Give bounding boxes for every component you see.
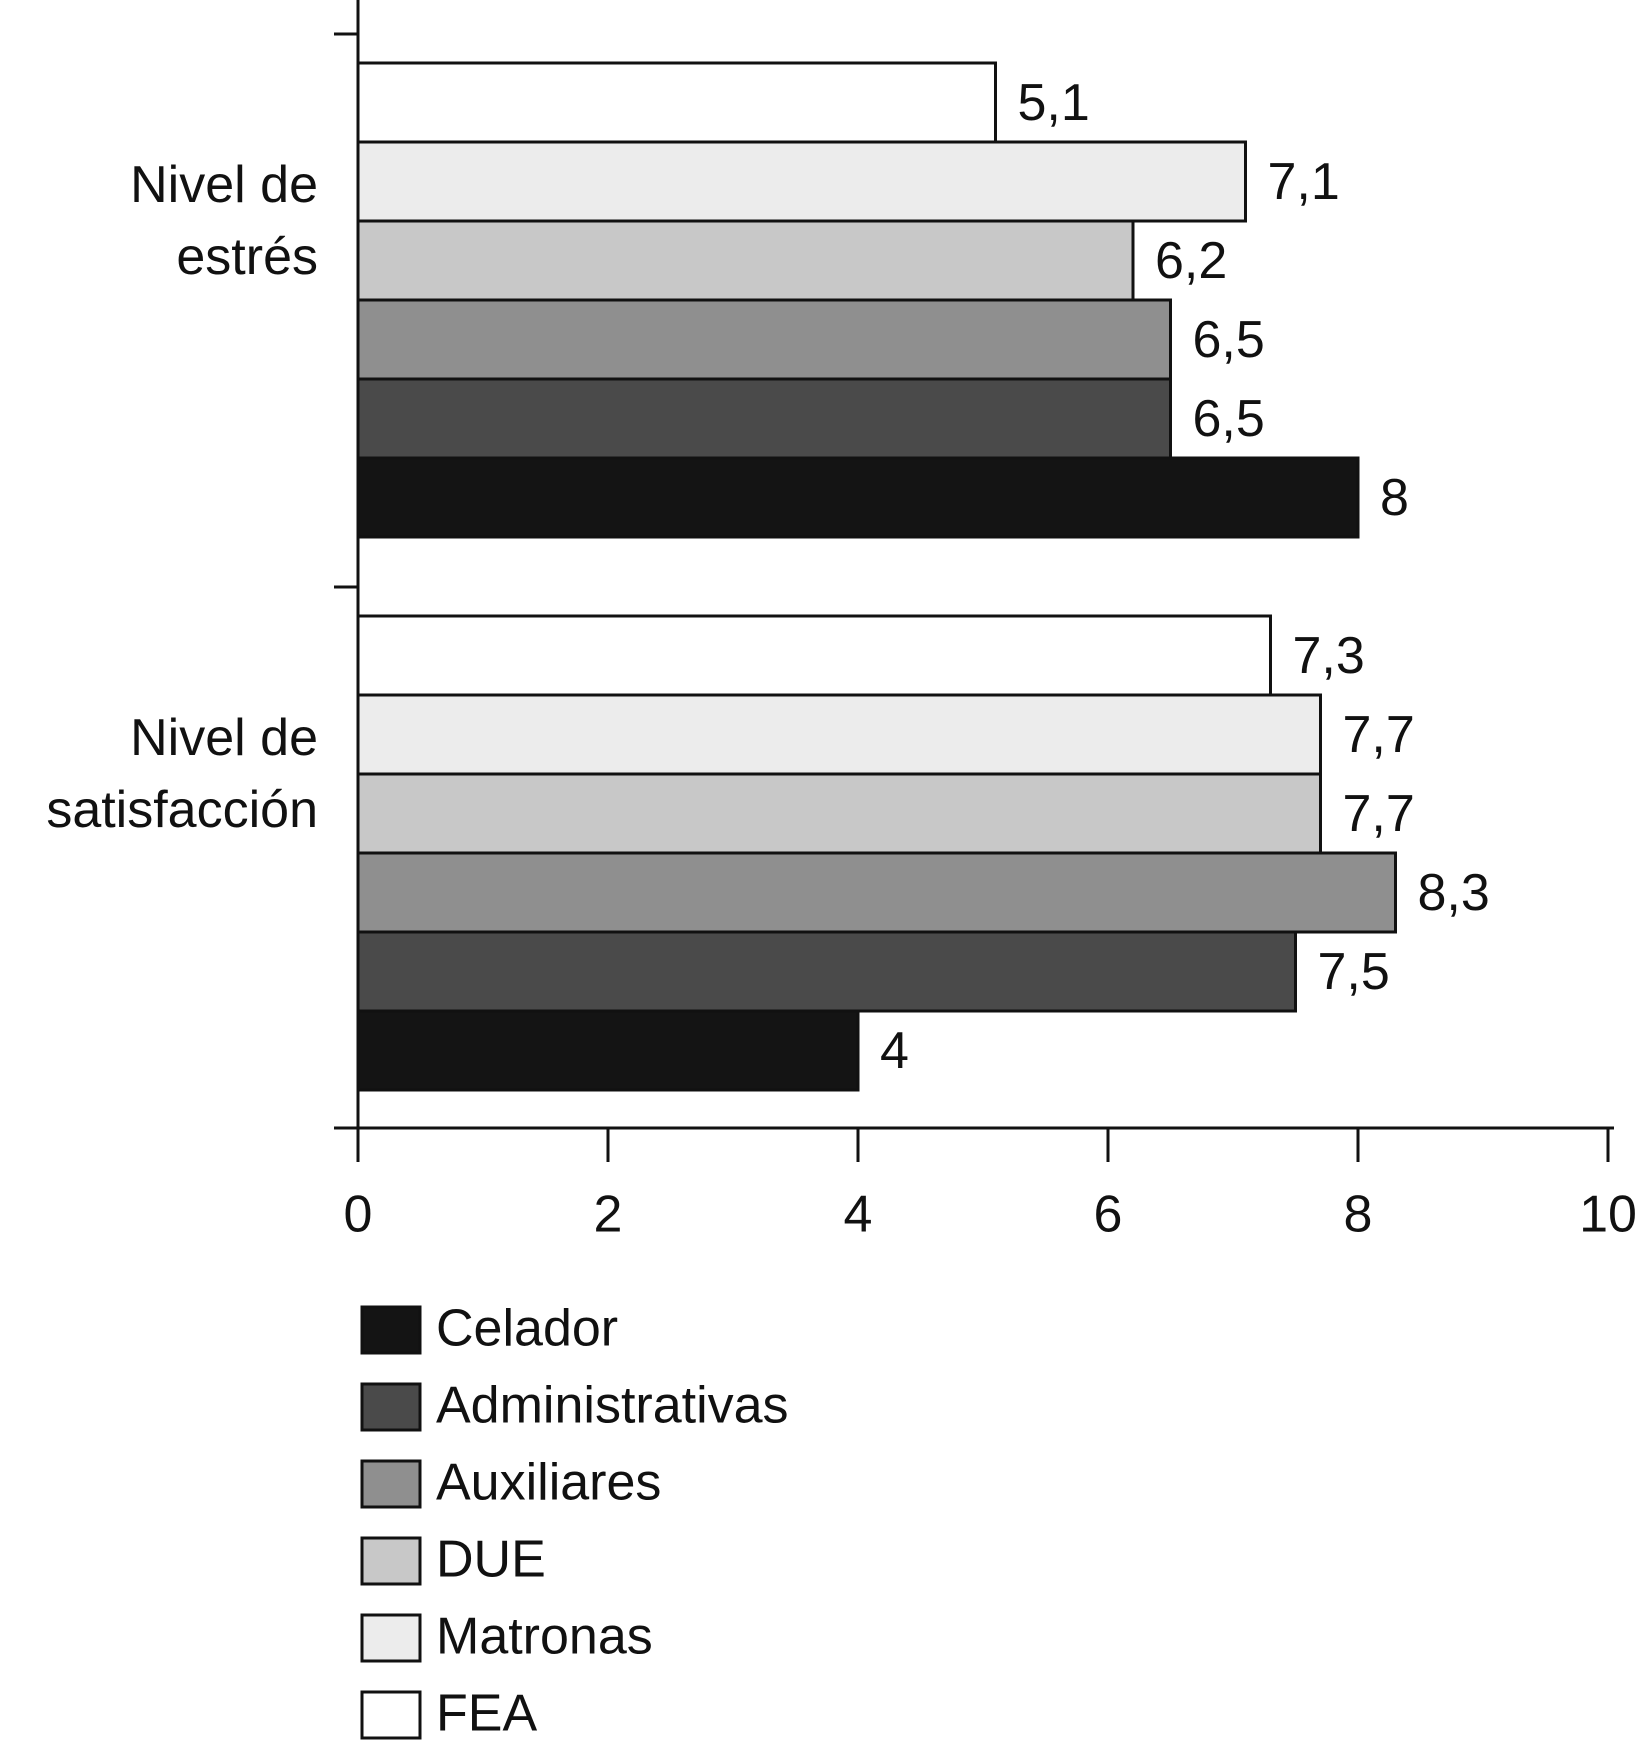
x-tick-label: 0 — [344, 1186, 373, 1244]
value-label: 8,3 — [1418, 864, 1490, 922]
value-label: 4 — [880, 1022, 909, 1080]
legend-label: Auxiliares — [436, 1454, 661, 1512]
legend-swatch — [360, 1305, 422, 1355]
legend-label: FEA — [436, 1685, 537, 1742]
value-label: 7,3 — [1293, 627, 1365, 685]
value-label: 5,1 — [1018, 74, 1090, 132]
x-tick-label: 6 — [1094, 1186, 1123, 1244]
legend-swatch — [360, 1690, 422, 1740]
bar — [356, 930, 1297, 1013]
value-label: 8 — [1380, 469, 1409, 527]
x-tick-label: 10 — [1579, 1186, 1637, 1244]
legend-label: DUE — [436, 1531, 546, 1589]
bar — [356, 219, 1135, 302]
category-label: Nivel de estrés — [130, 156, 318, 286]
bar — [356, 140, 1247, 223]
bar — [356, 61, 997, 144]
bar — [356, 851, 1397, 934]
x-tick-label: 8 — [1344, 1186, 1373, 1244]
bar — [356, 456, 1360, 539]
value-label: 6,5 — [1193, 390, 1265, 448]
legend-swatch — [360, 1459, 422, 1509]
value-label: 7,7 — [1343, 706, 1415, 764]
legend-swatch — [360, 1382, 422, 1432]
legend-swatch — [360, 1613, 422, 1663]
legend-label: Celador — [436, 1300, 618, 1358]
bar — [356, 298, 1172, 381]
bar — [356, 772, 1322, 855]
bar — [356, 614, 1272, 697]
bar — [356, 693, 1322, 776]
legend-swatch — [360, 1536, 422, 1586]
legend-label: Matronas — [436, 1608, 653, 1666]
value-label: 7,1 — [1268, 153, 1340, 211]
x-tick-label: 4 — [844, 1186, 873, 1244]
value-label: 7,7 — [1343, 785, 1415, 843]
category-label: Nivel de satisfacción — [46, 709, 318, 839]
value-label: 6,5 — [1193, 311, 1265, 369]
bar — [356, 377, 1172, 460]
bar — [356, 1009, 860, 1092]
value-label: 7,5 — [1318, 943, 1390, 1001]
legend-label: Administrativas — [436, 1377, 789, 1435]
value-label: 6,2 — [1155, 232, 1227, 290]
x-tick-label: 2 — [594, 1186, 623, 1244]
